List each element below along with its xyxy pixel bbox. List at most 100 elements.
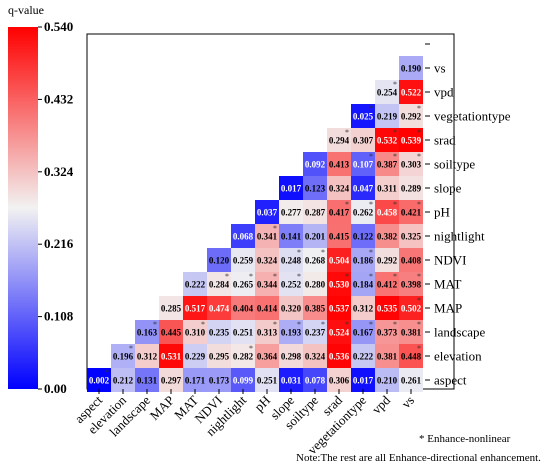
cell-value-label: 0.381: [377, 352, 398, 362]
cell-value-label: 0.277: [281, 208, 302, 218]
heatmap-cell: [351, 368, 375, 392]
heatmap-cell: [399, 344, 423, 368]
cell-value-label: 0.324: [329, 184, 350, 194]
cell-value-label: 0.099: [233, 376, 254, 386]
cell-value-label: 0.292: [377, 256, 398, 266]
enhance-nonlinear-star: *: [417, 344, 421, 353]
x-axis-label: vpd: [369, 392, 394, 417]
enhance-nonlinear-star: *: [273, 224, 277, 233]
cell-value-label: 0.313: [257, 328, 278, 338]
heatmap-cell: [255, 272, 279, 296]
cell-value-label: 0.190: [401, 64, 422, 74]
cell-value-label: 0.210: [377, 376, 398, 386]
enhance-nonlinear-star: *: [201, 320, 205, 329]
enhance-nonlinear-star: *: [369, 104, 373, 113]
note-enhance-nonlinear: * Enhance-nonlinear: [419, 433, 511, 445]
cell-value-label: 0.017: [353, 376, 374, 386]
cell-value-label: 0.408: [401, 256, 422, 266]
heatmap-cell: [327, 224, 351, 248]
cell-value-label: 0.017: [281, 184, 302, 194]
enhance-nonlinear-markers: * * * * * * * * * * * * * * * * * * * * * * * * * * * * * * * * * * * * * * *: [105, 80, 421, 377]
heatmap-cell: [327, 344, 351, 368]
heatmap-cell: [279, 320, 303, 344]
heatmap-cell: [303, 248, 327, 272]
cell-value-label: 0.536: [329, 352, 350, 362]
axis-ticks: [98, 43, 430, 394]
cell-value-label: 0.141: [281, 232, 302, 242]
heatmap-cell: [231, 224, 255, 248]
heatmap-cell: [399, 368, 423, 392]
cell-value-label: 0.284: [209, 280, 230, 290]
heatmap-cell: [375, 176, 399, 200]
heatmap-cell: [351, 128, 375, 152]
cell-value-label: 0.122: [353, 232, 374, 242]
enhance-nonlinear-star: *: [345, 200, 349, 209]
enhance-nonlinear-star: *: [417, 200, 421, 209]
y-axis-label: slope: [434, 181, 462, 196]
heatmap-cell: [351, 248, 375, 272]
heatmap-cell: [303, 224, 327, 248]
cell-value-label: 0.292: [401, 112, 422, 122]
cell-value-label: 0.251: [233, 328, 254, 338]
heatmap-cell: [375, 224, 399, 248]
heatmap-cell: [207, 272, 231, 296]
cell-value-label: 0.259: [233, 256, 254, 266]
heatmap-cell: [255, 296, 279, 320]
heatmap-cell: [135, 344, 159, 368]
cell-value-label: 0.295: [209, 352, 230, 362]
y-axis-label: MAP: [434, 301, 462, 316]
cell-value-label: 0.539: [401, 136, 422, 146]
heatmap-cell: [351, 200, 375, 224]
y-axis-label: srad: [434, 133, 456, 148]
cell-value-label: 0.297: [161, 376, 182, 386]
colorbar-ticks: 0.540 0.432 0.324 0.216 0.108 0.00: [38, 19, 74, 396]
cell-value-label: 0.268: [305, 256, 326, 266]
heatmap-cell: [207, 248, 231, 272]
heatmap-cell: [399, 320, 423, 344]
x-axis-label: MAP: [147, 393, 178, 424]
cell-value-label: 0.531: [161, 352, 182, 362]
enhance-nonlinear-star: *: [417, 272, 421, 281]
heatmap-cell: [183, 296, 207, 320]
heatmap-cell: [207, 320, 231, 344]
cell-value-label: 0.173: [209, 376, 230, 386]
heatmap-cell: [279, 248, 303, 272]
cell-value-label: 0.417: [329, 208, 350, 218]
heatmap-cell: [375, 200, 399, 224]
cell-value-label: 0.532: [377, 136, 398, 146]
cell-value-label: 0.254: [377, 88, 398, 98]
cell-value-label: 0.252: [281, 280, 302, 290]
heatmap-cell: [279, 200, 303, 224]
cell-value-label: 0.311: [377, 184, 397, 194]
heatmap-cell: [351, 224, 375, 248]
enhance-nonlinear-star: *: [393, 128, 397, 137]
heatmap-cell: [135, 368, 159, 392]
cell-value-label: 0.404: [233, 304, 254, 314]
cell-value-label: 0.474: [209, 304, 230, 314]
enhance-nonlinear-star: *: [249, 272, 253, 281]
heatmap-cell: [279, 224, 303, 248]
x-axis-labels: aspectelevationlandscapeMAPMATNDVInightl…: [72, 392, 418, 457]
heatmap-cell: [399, 296, 423, 320]
cell-value-label: 0.280: [305, 280, 326, 290]
heatmap-cell: [207, 344, 231, 368]
enhance-nonlinear-star: *: [345, 272, 349, 281]
colorbar-tick-label: 0.432: [44, 91, 73, 106]
cell-value-label: 0.196: [113, 352, 134, 362]
heatmap-cell: [375, 296, 399, 320]
cell-value-label: 0.421: [401, 208, 422, 218]
heatmap-cell: [255, 320, 279, 344]
cell-value-label: 0.047: [353, 184, 374, 194]
enhance-nonlinear-star: *: [393, 200, 397, 209]
enhance-nonlinear-star: *: [369, 272, 373, 281]
y-axis-label: aspect: [434, 373, 467, 388]
cell-value-label: 0.287: [305, 208, 326, 218]
heatmap-cell: [375, 80, 399, 104]
cell-value-label: 0.107: [353, 160, 374, 170]
heatmap-cell: [399, 56, 423, 80]
heatmap-cell: [303, 320, 327, 344]
y-axis-label: vpd: [434, 85, 454, 100]
cell-value-label: 0.193: [281, 328, 302, 338]
cell-value-label: 0.120: [209, 256, 230, 266]
